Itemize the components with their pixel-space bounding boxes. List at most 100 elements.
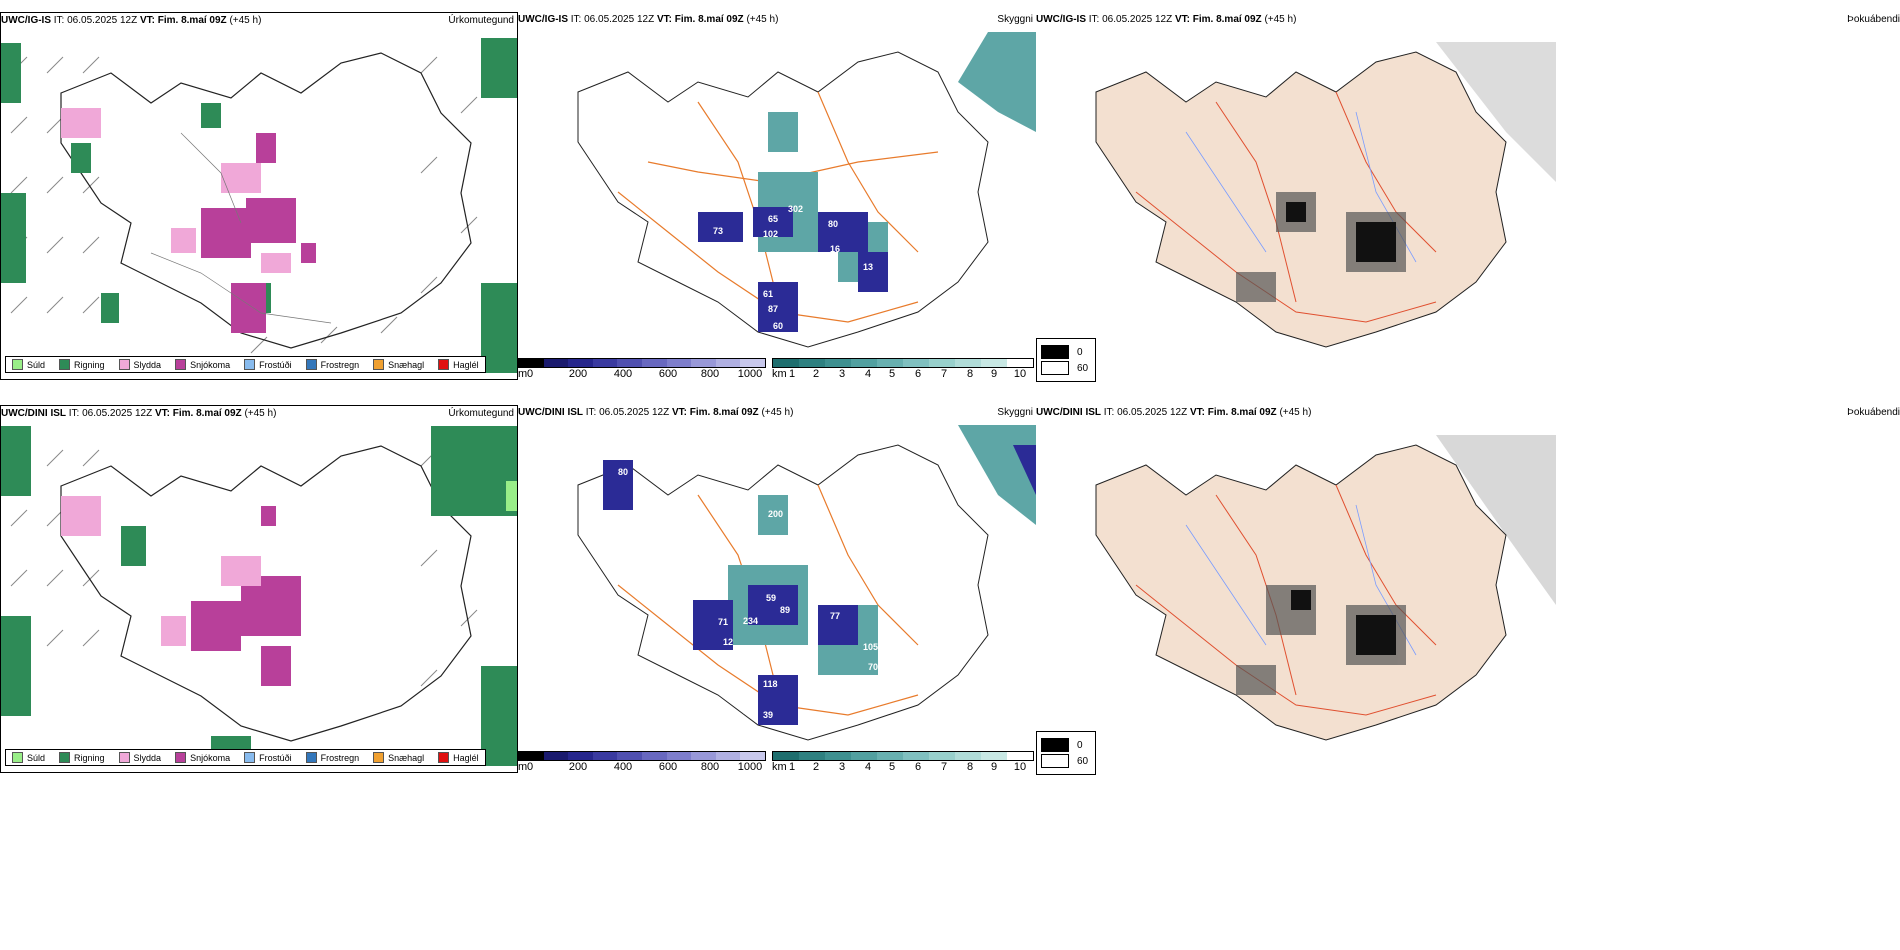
scale-tick: 800	[700, 761, 720, 773]
cloud-label: 65	[768, 214, 778, 224]
cloud-label: 12	[758, 262, 768, 272]
fog-panel-row2: UWC/DINI ISL IT: 06.05.2025 12Z VT: Fim.…	[1036, 405, 1900, 773]
scale-unit: km	[772, 368, 787, 380]
cloud-label: 73	[713, 226, 723, 236]
legend-item: Frostúði	[244, 359, 292, 370]
cloud-label: 234	[743, 616, 758, 626]
panel-header: UWC/IG-IS IT: 06.05.2025 12Z VT: Fim. 8.…	[1036, 14, 1297, 25]
scale-tick: 6	[914, 761, 922, 773]
precip-legend: Súld Rigning Slydda Snjókoma Frostúði Fr…	[5, 749, 486, 766]
scale-tick: 400	[613, 368, 633, 380]
legend-item: Frostregn	[305, 752, 359, 763]
visibility-panel-row1: 65 302 102 80 73 102 12 16 13 61 87 60 U…	[518, 12, 1036, 380]
cloud-label: 102	[763, 229, 778, 239]
panel-title: Skyggni	[997, 14, 1033, 25]
panel-title: Úrkomutegund	[448, 15, 514, 26]
visibility-scale-bar	[772, 358, 1034, 368]
legend-item: Snjókoma	[175, 752, 230, 763]
scale-tick: 0	[526, 368, 534, 380]
precip-legend: Súld Rigning Slydda Snjókoma Frostúði Fr…	[5, 356, 486, 373]
legend-item: Súld	[12, 752, 45, 763]
scale-tick: 8	[966, 761, 974, 773]
cloud-label: 302	[788, 204, 803, 214]
precip-map	[1, 426, 517, 766]
panel-header: UWC/IG-IS IT: 06.05.2025 12Z VT: Fim. 8.…	[518, 14, 779, 25]
panel-title: Úrkomutegund	[448, 408, 514, 419]
scale-tick: 7	[940, 761, 948, 773]
panel-title: Skyggni	[997, 407, 1033, 418]
fog-panel-row1: UWC/IG-IS IT: 06.05.2025 12Z VT: Fim. 8.…	[1036, 12, 1900, 380]
panel-title: Þokuábendi	[1847, 407, 1900, 418]
cloud-label: 87	[768, 304, 778, 314]
legend-item: Slydda	[118, 359, 161, 370]
cloud-label: 118	[763, 679, 778, 689]
visibility-map: 80 85 200 105 59 89 71 234 77 105 70 118…	[577, 425, 1036, 741]
visibility-panel-row2: 80 85 200 105 59 89 71 234 77 105 70 118…	[518, 405, 1036, 773]
scale-tick: 10	[1013, 761, 1027, 773]
cloud-label: 89	[780, 605, 790, 615]
scale-tick: 7	[940, 368, 948, 380]
cloud-label: 12	[723, 637, 733, 647]
scale-tick: 5	[888, 761, 896, 773]
scale-unit: km	[772, 761, 787, 773]
scale-unit: m	[518, 761, 528, 773]
precip-map	[1, 38, 517, 373]
panel-header: UWC/DINI ISL IT: 06.05.2025 12Z VT: Fim.…	[1, 408, 277, 419]
cloud-label: 77	[830, 611, 840, 621]
cloud-base-scale: m 0 200 400 600 800 1000	[518, 358, 766, 380]
cloud-scale-bar	[518, 358, 766, 368]
visibility-scale: km 1 2 3 4 5 6 7 8 9 10	[772, 358, 1034, 380]
scale-tick: 400	[613, 761, 633, 773]
scale-tick: 10	[1013, 368, 1027, 380]
scale-tick: 0	[526, 761, 534, 773]
cloud-label: 70	[868, 662, 878, 672]
scale-tick: 9	[990, 761, 998, 773]
cloud-label: 200	[768, 509, 783, 519]
scale-tick: 200	[568, 368, 588, 380]
precip-type-panel-row2: UWC/DINI ISL IT: 06.05.2025 12Z VT: Fim.…	[0, 405, 518, 773]
cloud-label: 39	[763, 710, 773, 720]
legend-item: Súld	[12, 359, 45, 370]
scale-tick: 1	[788, 368, 796, 380]
scale-tick: 6	[914, 368, 922, 380]
legend-item: Haglél	[438, 752, 479, 763]
cloud-label: 44	[743, 707, 753, 717]
panel-title: Þokuábendi	[1847, 14, 1900, 25]
cloud-label: 80	[618, 467, 628, 477]
legend-item: Snjókoma	[175, 359, 230, 370]
fog-map	[1095, 435, 1556, 741]
cloud-label: 105	[766, 542, 781, 552]
scale-tick: 2	[812, 368, 820, 380]
cloud-base-scale: m 0 200 400 600 800 1000	[518, 751, 766, 773]
cloud-label: 16	[830, 244, 840, 254]
panel-header: UWC/DINI ISL IT: 06.05.2025 12Z VT: Fim.…	[1036, 407, 1312, 418]
cloud-scale-bar	[518, 751, 766, 761]
scale-tick: 3	[838, 368, 846, 380]
cloud-label: 13	[863, 262, 873, 272]
legend-item: Snæhagl	[373, 359, 424, 370]
scale-tick: 9	[990, 368, 998, 380]
cloud-label: 59	[766, 593, 776, 603]
fog-map	[1095, 42, 1556, 348]
visibility-map: 65 302 102 80 73 102 12 16 13 61 87 60	[577, 32, 1036, 348]
scale-tick: 8	[966, 368, 974, 380]
cloud-label: 60	[773, 321, 783, 331]
scale-tick: 4	[864, 368, 872, 380]
scale-tick: 5	[888, 368, 896, 380]
legend-item: Rigning	[59, 752, 105, 763]
visibility-scale-bar	[772, 751, 1034, 761]
cloud-label: 102	[738, 262, 753, 272]
cloud-label: 71	[718, 617, 728, 627]
visibility-scale: km 1 2 3 4 5 6 7 8 9 10	[772, 751, 1034, 773]
scale-tick: 800	[700, 368, 720, 380]
precip-type-panel-row1: UWC/IG-IS IT: 06.05.2025 12Z VT: Fim. 8.…	[0, 12, 518, 380]
legend-item: Frostregn	[305, 359, 359, 370]
fog-key: 0 60	[1036, 338, 1096, 382]
legend-item: Frostúði	[244, 752, 292, 763]
scale-tick: 2	[812, 761, 820, 773]
legend-item: Haglél	[438, 359, 479, 370]
scale-tick: 200	[568, 761, 588, 773]
cloud-label: 80	[828, 219, 838, 229]
scale-tick: 1	[788, 761, 796, 773]
legend-item: Snæhagl	[373, 752, 424, 763]
